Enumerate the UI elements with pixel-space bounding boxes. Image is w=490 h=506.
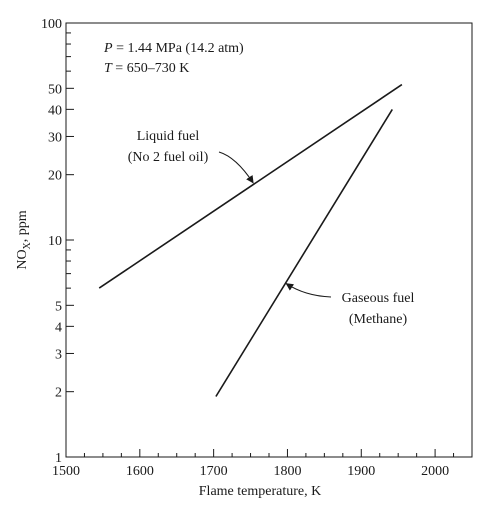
series-label-liquid-fuel-line: (No 2 fuel oil) <box>128 150 209 165</box>
y-tick-label: 5 <box>55 299 62 314</box>
x-tick-label: 1600 <box>126 464 154 479</box>
liquid-fuel-leader-arrow <box>218 151 254 184</box>
y-axis-label-main: NO <box>15 249 30 269</box>
x-tick-label: 1500 <box>52 464 80 479</box>
x-tick-label: 2000 <box>421 464 449 479</box>
series-line-liquid-fuel <box>98 83 403 289</box>
y-tick-label: 30 <box>48 130 62 145</box>
x-tick-label: 1700 <box>200 464 228 479</box>
y-tick-label: 1 <box>55 451 62 466</box>
series-group <box>98 83 403 397</box>
y-tick-label: 100 <box>41 17 62 32</box>
y-tick-label: 40 <box>48 103 62 118</box>
y-axis-label-sub: X <box>22 241 33 249</box>
tick-group: 1500 1600 1700 1800 1900 2000 1 2 3 4 5 10 20 30 40 50 1… <box>41 17 473 479</box>
gaseous-fuel-leader-arrow <box>285 283 332 298</box>
label-group: Liquid fuel (No 2 fuel oil) Gaseous fuel (M… <box>128 129 415 327</box>
y-tick-label: 3 <box>55 347 62 362</box>
y-tick-label: 50 <box>48 82 62 97</box>
y-tick-label: 10 <box>48 234 62 249</box>
plot-frame <box>65 22 473 458</box>
series-label-gaseous-fuel-line: (Methane) <box>349 312 408 327</box>
series-label-gaseous-fuel-line: Gaseous fuel <box>342 291 415 306</box>
condition-pressure-var: P <box>103 41 113 56</box>
y-tick-label: 2 <box>55 386 62 401</box>
y-tick-label: 20 <box>48 169 62 184</box>
y-tick-label: 4 <box>55 320 62 335</box>
y-axis-label: NOX, ppm <box>15 210 33 269</box>
series-label-liquid-fuel: Liquid fuel (No 2 fuel oil) <box>128 129 209 165</box>
x-tick-label: 1800 <box>273 464 301 479</box>
condition-pressure: P = 1.44 MPa (14.2 atm) <box>103 41 244 56</box>
series-label-liquid-fuel-line: Liquid fuel <box>137 129 200 144</box>
series-label-gaseous-fuel: Gaseous fuel (Methane) <box>342 291 415 327</box>
y-axis-label-tail: , ppm <box>15 210 30 242</box>
x-tick-label: 1900 <box>347 464 375 479</box>
series-line-gaseous-fuel <box>215 108 393 397</box>
condition-temperature: T = 650–730 K <box>104 61 189 76</box>
condition-temperature-text: = 650–730 K <box>112 61 190 76</box>
condition-pressure-text: = 1.44 MPa (14.2 atm) <box>113 41 244 56</box>
x-axis-label: Flame temperature, K <box>199 484 321 499</box>
condition-temperature-var: T <box>104 61 113 76</box>
